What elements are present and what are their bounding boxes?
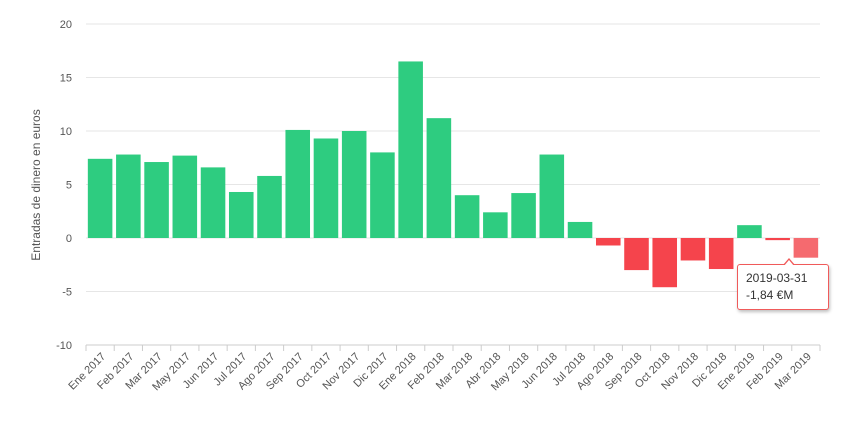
bar[interactable]: [652, 238, 678, 288]
bar[interactable]: [765, 238, 790, 241]
y-tick-label: 10: [60, 126, 72, 138]
bar[interactable]: [539, 154, 565, 238]
tooltip: 2019-03-31 -1,84 €M: [737, 258, 829, 310]
bar[interactable]: [144, 162, 169, 238]
y-tick-label: 20: [60, 19, 72, 31]
bar[interactable]: [257, 175, 282, 238]
bar[interactable]: [285, 129, 311, 238]
bars: [87, 61, 819, 288]
y-tick-label: -10: [56, 340, 72, 352]
bar[interactable]: [737, 225, 762, 238]
bar[interactable]: [426, 118, 452, 238]
bar[interactable]: [567, 221, 593, 238]
tooltip-value: -1,84 €M: [746, 288, 794, 302]
bar[interactable]: [116, 154, 141, 238]
bar[interactable]: [454, 195, 480, 238]
bar[interactable]: [624, 238, 649, 271]
y-axis: 20 15 10 5 0 -5 -10: [56, 19, 72, 352]
bar[interactable]: [370, 152, 395, 238]
y-tick-label: 0: [66, 233, 72, 245]
y-tick-label: 15: [60, 73, 72, 85]
bar[interactable]: [680, 238, 706, 261]
bar[interactable]: [228, 191, 254, 238]
bar[interactable]: [172, 155, 198, 238]
bar[interactable]: [87, 158, 113, 238]
bar[interactable]: [313, 138, 339, 238]
bar[interactable]: [398, 61, 423, 239]
tooltip-date: 2019-03-31: [746, 271, 808, 285]
bar[interactable]: [341, 131, 367, 238]
bar[interactable]: [708, 238, 734, 270]
bar[interactable]: [483, 212, 508, 238]
y-tick-label: -5: [62, 287, 72, 299]
bar[interactable]: [200, 167, 226, 238]
bar[interactable]: [595, 238, 621, 246]
y-tick-label: 5: [66, 180, 72, 192]
y-axis-label: Entradas de dinero en euros: [29, 109, 43, 260]
bar[interactable]: [793, 238, 819, 258]
bar[interactable]: [511, 193, 536, 238]
